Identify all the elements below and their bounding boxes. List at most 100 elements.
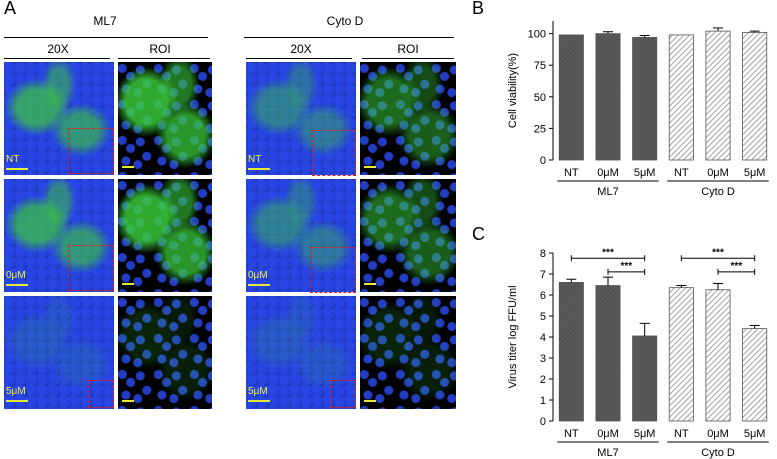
y-axis-label: Virus titer log FFU/ml [507,285,519,388]
group-label-ml7: ML7 [93,14,117,28]
y-tick-label: 5 [540,311,546,323]
scalebar-ml7-5um [6,400,28,402]
mag-line-roi-cytod [362,58,454,59]
image-ml7-roi-5um [118,296,212,409]
image-ml7-roi-0um [118,179,212,292]
panel-c-letter: C [472,224,485,244]
y-tick-label: 75 [534,60,546,72]
y-tick-label: 0 [540,416,546,428]
treatment-label-ml7-nt: NT [6,154,20,165]
y-tick-label: 0 [540,155,546,167]
significance-label: *** [730,261,742,272]
bar [558,281,584,422]
bar [668,34,694,161]
image-ml7-20x-nt [4,62,114,175]
y-tick-label: 8 [540,248,546,260]
scalebar-ml7-0um [6,284,28,286]
scalebar-cytod-0um [248,284,270,286]
bar [742,31,768,161]
roi-box-ml7-0um [68,245,114,291]
scalebar-ml7-nt [6,168,28,170]
bar [705,289,731,422]
bar [742,328,768,422]
group-label: Cyto D [701,447,735,459]
bar [632,335,658,422]
image-cytod-20x-5um [246,296,356,409]
scalebar-cytod-roi-5um [364,400,376,402]
scalebar-cytod-roi-nt [364,166,376,168]
roi-box-ml7-5um [88,380,114,408]
significance-label: *** [620,261,632,272]
image-ml7-20x-5um [4,296,114,409]
roi-box-ml7-nt [68,128,114,174]
significance-label: *** [712,247,724,258]
x-tick-label: 0μM [597,428,619,440]
scalebar-ml7-roi-0um [122,283,134,285]
chart-b: 0 25 50 75 100 Cell viability(%) NT 0μM 5μM NT 0μM… [507,21,769,198]
scalebar-ml7-roi-5um [122,400,134,402]
image-cytod-20x-nt [246,62,356,175]
y-tick-label: 7 [540,269,546,281]
mag-label-20x-ml7: 20X [47,42,69,56]
bar [595,33,621,161]
scalebar-cytod-5um [248,400,270,402]
treatment-label-cytod-0um: 0μM [248,270,268,281]
x-tick-label: 0μM [707,428,729,440]
y-tick-label: 50 [534,92,546,104]
group-line-cytod [244,37,454,38]
y-tick-label: 2 [540,374,546,386]
roi-box-cytod-0um [310,247,356,293]
roi-box-cytod-5um [330,380,356,408]
y-tick-label: 25 [534,123,546,135]
treatment-label-cytod-5um: 5μM [248,386,268,397]
treatment-label-ml7-5um: 5μM [6,386,26,397]
scalebar-cytod-nt [248,168,270,170]
mag-line-20x-cytod [246,58,352,59]
y-tick-label: 1 [540,395,546,407]
image-cytod-roi-5um [360,296,456,409]
bar [668,287,694,422]
x-tick-label: 5μM [744,428,766,440]
mag-label-20x-cytod: 20X [290,42,312,56]
treatment-label-ml7-0um: 0μM [6,270,26,281]
panel-b-letter: B [472,0,485,18]
image-cytod-roi-nt [360,62,456,175]
image-ml7-roi-nt [118,62,212,175]
y-axis-label: Cell viability(%) [507,53,519,128]
group-label: Cyto D [701,186,735,198]
mag-label-roi-ml7: ROI [149,42,171,56]
y-tick-label: 3 [540,353,546,365]
image-cytod-20x-0um [246,179,356,292]
bar [632,37,658,161]
x-tick-label: NT [564,167,579,179]
significance-label: *** [602,247,614,258]
x-tick-label: NT [564,428,579,440]
image-cytod-roi-0um [360,179,456,292]
treatment-label-cytod-nt: NT [248,154,262,165]
group-label-cytod: Cyto D [326,14,364,28]
bar [558,34,584,161]
x-tick-label: NT [674,428,689,440]
group-label: ML7 [597,447,618,459]
mag-line-20x-ml7 [4,58,110,59]
group-label: ML7 [597,186,618,198]
scalebar-cytod-roi-0um [364,283,376,285]
y-tick-label: 100 [528,29,546,41]
group-line-ml7 [4,37,208,38]
chart-c: 0 1 2 3 4 5 6 7 8 Virus titer log FFU/ml NT 0μM 5μM N… [507,247,769,459]
scalebar-ml7-roi-nt [122,166,134,168]
roi-box-cytod-nt [312,130,356,176]
x-tick-label: 5μM [634,167,656,179]
y-tick-label: 4 [540,332,546,344]
panel-a-letter: A [4,0,17,18]
x-tick-label: 0μM [707,167,729,179]
y-tick-label: 6 [540,290,546,302]
x-tick-label: 5μM [634,428,656,440]
mag-label-roi-cytod: ROI [397,42,419,56]
x-tick-label: 0μM [597,167,619,179]
bar [705,30,731,161]
mag-line-roi-ml7 [118,58,210,59]
bar [595,285,621,422]
image-ml7-20x-0um [4,179,114,292]
